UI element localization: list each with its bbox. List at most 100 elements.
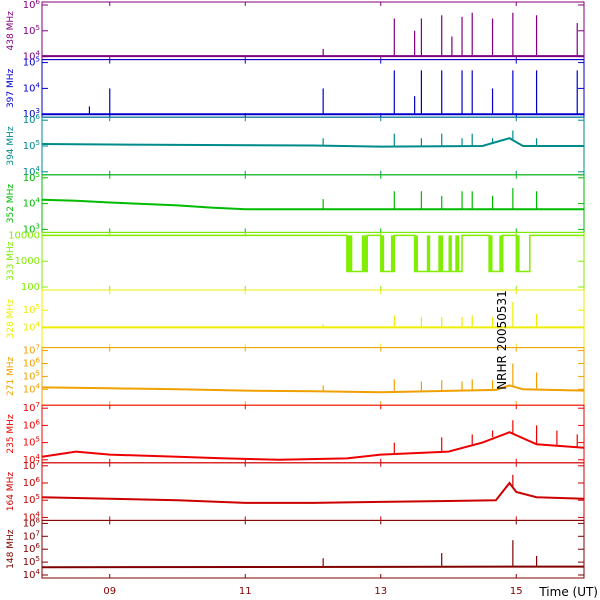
x-axis-label: Time (UT) [538, 585, 598, 599]
y-tick-exponent: 4 [36, 81, 41, 89]
y-tick-label: 104 [23, 197, 41, 210]
switching-band [390, 235, 395, 272]
y-tick-label: 104 [23, 81, 41, 94]
y-tick-exponent: 7 [36, 401, 40, 409]
y-tick-label: 105 [23, 493, 40, 506]
y-tick-exponent: 4 [36, 382, 41, 390]
switching-band [489, 235, 493, 272]
switching-band [499, 235, 503, 272]
y-tick-label: 105 [23, 303, 40, 316]
y-tick-label: 107 [23, 529, 40, 542]
switching-band [361, 235, 368, 272]
switching-band [516, 235, 520, 272]
y-tick-label: 105 [23, 171, 40, 184]
panel-frequency-label: 394 MHz [6, 126, 16, 166]
y-tick-exponent: 5 [36, 303, 40, 311]
panel-frame [41, 519, 585, 579]
y-tick-exponent: 3 [36, 222, 40, 230]
y-tick-exponent: 6 [36, 476, 41, 484]
y-tick-exponent: 5 [36, 555, 40, 563]
y-tick-label: 105 [23, 139, 40, 152]
panel-frequency-label: 352 MHz [6, 184, 16, 224]
y-tick-exponent: 6 [36, 0, 41, 6]
y-tick-exponent: 4 [36, 320, 41, 328]
x-tick-label: 15 [510, 586, 523, 597]
y-tick-label: 10000 [8, 230, 40, 241]
series-line [41, 565, 585, 569]
panel-frequency-label: 333 MHz [6, 241, 16, 281]
y-tick-exponent: 5 [36, 56, 40, 64]
panel-frame [41, 59, 585, 118]
y-tick-exponent: 6 [36, 357, 41, 365]
y-tick-label: 106 [23, 0, 41, 11]
panel-frame [41, 1, 585, 61]
y-tick-label: 107 [23, 459, 40, 472]
panel-frequency-label: 271 MHz [6, 356, 16, 396]
y-tick-label: 100 [21, 282, 40, 293]
y-tick-exponent: 7 [36, 529, 40, 537]
y-tick-label: 106 [23, 357, 41, 370]
y-tick-exponent: 8 [36, 516, 40, 524]
panel-frequency-label: 438 MHz [6, 11, 16, 51]
y-tick-exponent: 5 [36, 493, 40, 501]
y-tick-label: 105 [23, 369, 40, 382]
series-line [41, 431, 585, 461]
y-tick-label: 1000 [15, 256, 40, 267]
panel-frequency-label: 164 MHz [6, 472, 16, 512]
switching-band [414, 235, 419, 272]
panel-frequency-label: 328 MHz [6, 299, 16, 339]
y-tick-label: 106 [23, 113, 41, 126]
series-line [41, 198, 584, 211]
y-tick-label: 106 [23, 418, 41, 431]
switching-band [380, 235, 385, 272]
series-line [41, 384, 585, 394]
y-tick-exponent: 4 [36, 510, 41, 518]
y-tick-exponent: 4 [36, 50, 41, 58]
series-line [41, 137, 584, 148]
y-tick-label: 106 [23, 476, 41, 489]
switching-band [455, 235, 460, 272]
y-tick-label: 105 [23, 436, 40, 449]
y-tick-label: 107 [23, 401, 40, 414]
observatory-date-label: NRHR 20050531 [495, 290, 509, 390]
y-tick-label: 106 [23, 542, 41, 555]
x-tick-label: 11 [239, 586, 252, 597]
y-tick-label: 105 [23, 555, 40, 568]
y-tick-exponent: 7 [36, 344, 40, 352]
y-tick-exponent: 4 [36, 165, 41, 173]
switching-band [448, 235, 452, 272]
y-tick-label: 105 [23, 56, 40, 69]
panel-frequency-label: 148 MHz [6, 529, 16, 569]
x-tick-label: 09 [103, 586, 116, 597]
y-tick-label: 104 [23, 320, 41, 333]
y-tick-label: 104 [23, 568, 41, 581]
y-tick-exponent: 5 [36, 436, 40, 444]
y-tick-exponent: 6 [36, 542, 41, 550]
y-tick-exponent: 5 [36, 139, 40, 147]
y-tick-exponent: 4 [36, 568, 41, 576]
y-tick-exponent: 5 [36, 24, 40, 32]
time-axis: Time (UT) 09 11 13 15 [103, 585, 598, 599]
y-tick-label: 105 [23, 24, 40, 37]
series-line [41, 481, 585, 504]
y-tick-exponent: 5 [36, 171, 40, 179]
switching-band [346, 235, 353, 272]
switching-band [426, 235, 431, 272]
y-tick-exponent: 7 [36, 459, 40, 467]
panel-frequency-label: 397 MHz [6, 68, 16, 108]
y-tick-exponent: 5 [36, 369, 40, 377]
switching-band [438, 235, 444, 272]
y-tick-label: 108 [23, 516, 40, 529]
y-tick-exponent: 3 [36, 107, 40, 115]
y-tick-label: 107 [23, 344, 40, 357]
